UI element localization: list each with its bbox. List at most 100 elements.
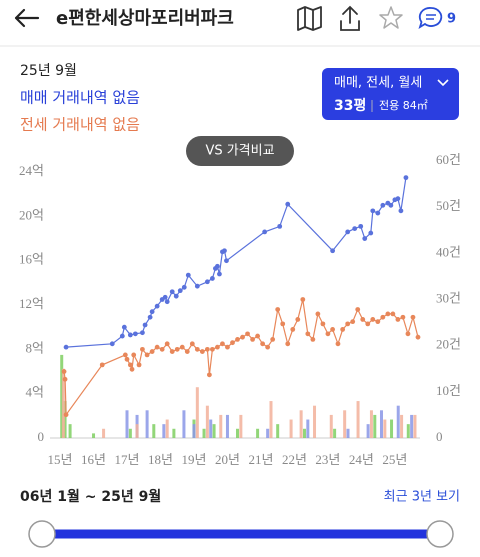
price-point [222, 248, 227, 254]
deal-types[interactable]: 매매, 전세, 월세 [334, 76, 422, 91]
price-point [230, 340, 235, 346]
price-point [194, 283, 200, 289]
y2-tick-label: 60건 [436, 152, 461, 167]
y-tick-label: 24억 [19, 163, 44, 178]
price-point [245, 331, 250, 337]
price-point [358, 223, 364, 229]
price-line [63, 299, 419, 417]
price-point [375, 319, 381, 325]
volume-bar [413, 414, 417, 438]
price-point [225, 344, 230, 350]
price-point [388, 202, 394, 208]
volume-bar [219, 414, 223, 438]
recent-link[interactable]: 최근 3년 보기 [384, 490, 460, 505]
price-point [415, 334, 421, 340]
price-point [290, 327, 296, 332]
volume-bar [162, 424, 166, 438]
price-point [362, 236, 368, 241]
price-point [398, 208, 404, 214]
price-point [368, 230, 374, 236]
y2-tick-label: 0 [436, 429, 443, 444]
comment-count[interactable]: 9 [447, 12, 456, 27]
price-point [164, 299, 170, 305]
compare-button[interactable]: VS 가격비교 [186, 136, 294, 166]
price-point [154, 303, 160, 309]
volume-bar [145, 410, 149, 438]
volume-bar [299, 410, 303, 438]
price-point [131, 352, 137, 358]
map-icon[interactable] [297, 6, 322, 31]
price-point [395, 196, 401, 202]
price-point [390, 311, 396, 317]
price-point [335, 341, 341, 347]
price-point [280, 321, 286, 327]
price-point [250, 336, 255, 342]
volume-bar [256, 428, 260, 438]
price-point [400, 314, 406, 320]
price-point [403, 175, 409, 181]
price-point [179, 344, 185, 350]
volume-bar [373, 414, 377, 438]
filter-box[interactable]: 매매, 전세, 월세 33평 전용 84㎡ [322, 68, 459, 120]
volume-bar [406, 424, 410, 438]
comment-icon[interactable] [418, 7, 443, 29]
volume-bar [269, 401, 273, 438]
price-point [275, 307, 281, 312]
price-point [370, 317, 376, 322]
price-point [262, 229, 268, 235]
price-point [185, 272, 191, 278]
price-point [375, 210, 381, 216]
price-point [164, 341, 170, 347]
range-slider[interactable] [28, 520, 454, 548]
price-point [217, 271, 222, 277]
y2-tick-label: 40건 [436, 244, 461, 259]
price-point [330, 327, 336, 332]
volume-bar [400, 414, 404, 438]
area[interactable]: 전용 84㎡ [379, 99, 428, 112]
price-point [149, 349, 155, 354]
price-point [380, 202, 386, 208]
favorite-icon[interactable] [379, 6, 403, 29]
price-point [136, 362, 142, 368]
x-tick-label: 16년 [81, 452, 106, 467]
y-tick-label: 16억 [19, 252, 44, 267]
price-point [189, 341, 195, 347]
volume-bar [172, 428, 176, 438]
sale-status: 매매 거래내역 없음 [20, 89, 140, 107]
price-point [224, 258, 229, 264]
size[interactable]: 33평 [334, 97, 366, 114]
price-point [285, 341, 291, 347]
jeonse-status: 전세 거래내역 없음 [20, 116, 140, 134]
back-button[interactable] [14, 8, 40, 28]
chart: 0 4억 8억 12억 16억 20억 24억 0 10건 20건 30건 40건 50건 60건 15년 1… [19, 152, 461, 467]
price-point [154, 344, 160, 350]
price-point [199, 349, 205, 354]
price-point [325, 331, 331, 337]
volume-bar [102, 428, 106, 438]
price-point [355, 307, 361, 312]
volume-bar [379, 410, 383, 438]
volume-bar [125, 410, 129, 438]
price-point [385, 311, 391, 317]
summary-date: 25년 9월 [20, 63, 77, 79]
volume-bar [68, 424, 72, 438]
volume-bar [225, 414, 229, 438]
volume-bar [289, 419, 293, 438]
compare-label[interactable]: VS 가격비교 [205, 144, 274, 159]
price-point [240, 334, 245, 340]
volume-bar [266, 428, 270, 438]
share-icon[interactable] [340, 5, 360, 31]
price-point [144, 352, 150, 358]
price-point [330, 248, 336, 254]
price-point [320, 321, 326, 327]
price-point [295, 317, 301, 322]
price-point [380, 314, 386, 320]
price-point [204, 279, 210, 285]
volume-bar [212, 424, 216, 438]
price-point [119, 333, 125, 339]
volume-bar [329, 414, 333, 438]
price-point [270, 336, 276, 342]
price-point [350, 319, 356, 325]
price-point [360, 317, 366, 322]
